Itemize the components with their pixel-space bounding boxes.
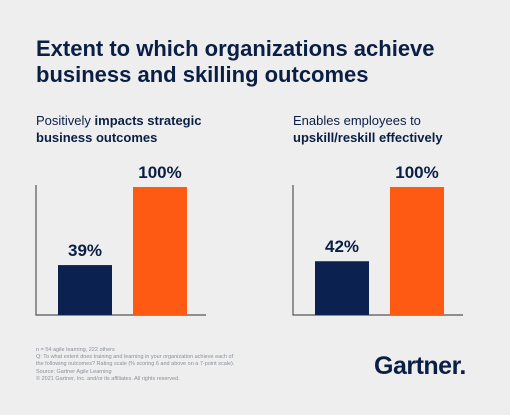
footnote: n = 54 agile learning, 222 others Q: To …	[36, 347, 336, 383]
right-value-label-others: 100%	[395, 163, 438, 182]
left-value-label-others: 100%	[138, 163, 181, 182]
chart-title-line-1: Extent to which organizations achieve	[36, 36, 435, 61]
right-bar-others	[390, 187, 444, 315]
right-label-bold-1: upskill/reskill effectively	[293, 130, 443, 145]
right-panel-label: Enables employees to upskill/reskill eff…	[293, 112, 493, 146]
right-value-label-agile-learning: 42%	[325, 237, 359, 256]
left-label-bold-1: impacts strategic	[94, 113, 202, 128]
footnote-question-2: the following outcomes? Rating scale (% …	[36, 361, 235, 368]
left-label-plain: Positively	[36, 113, 95, 128]
footnote-source: Source: Gartner Agile Learning	[36, 368, 112, 375]
right-label-plain: Enables employees to	[293, 113, 421, 128]
left-bar-agile-learning	[58, 265, 112, 315]
left-bar-others	[133, 187, 187, 315]
left-panel-label: Positively impacts strategic business ou…	[36, 112, 236, 146]
footnote-sample: n = 54 agile learning, 222 others	[36, 347, 115, 353]
footnote-copyright: © 2021 Gartner, Inc. and/or its affiliat…	[36, 375, 180, 382]
gartner-logo: Gartner.	[374, 352, 466, 380]
left-value-label-agile-learning: 39%	[68, 241, 102, 260]
right-bar-agile-learning	[315, 261, 369, 315]
chart-title-line-2: business and skilling outcomes	[36, 62, 369, 87]
left-label-bold-2: business outcomes	[36, 130, 158, 145]
footnote-question-1: Q: To what extent does training and lear…	[36, 354, 234, 361]
chart-title: Extent to which organizations achieve bu…	[36, 36, 476, 88]
